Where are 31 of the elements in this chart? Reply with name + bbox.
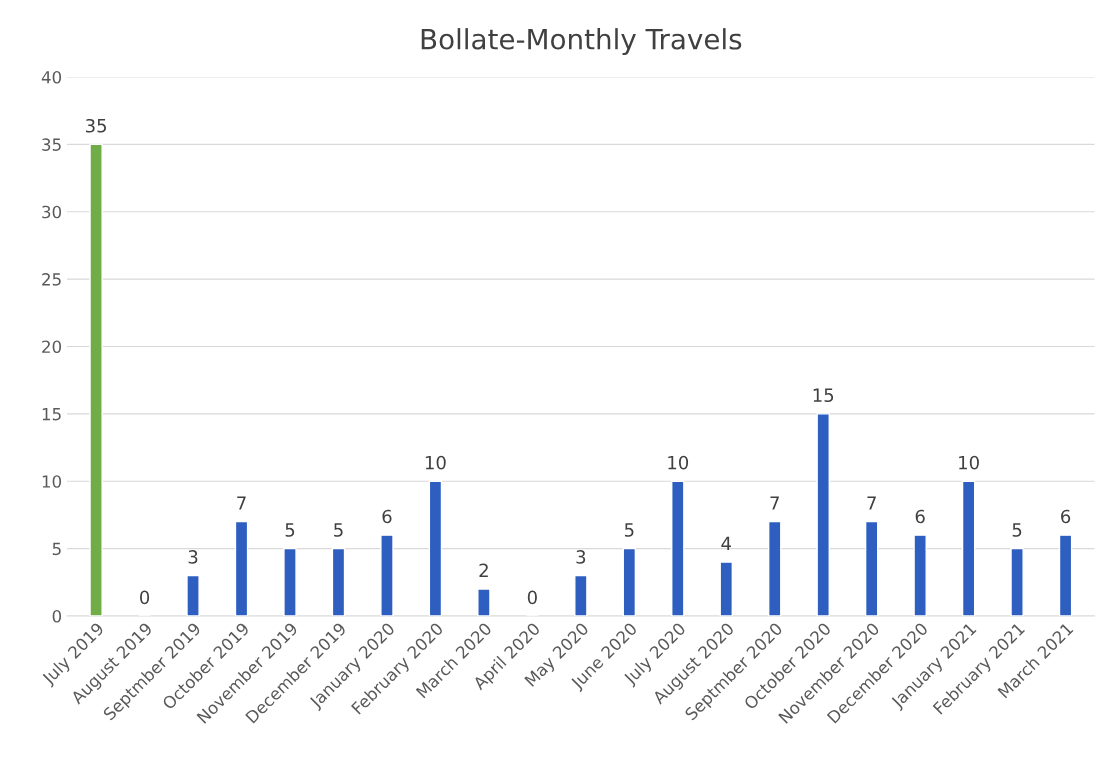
data-label: 5 (334, 523, 343, 537)
data-label: 35 (85, 118, 107, 133)
data-label: 6 (915, 509, 925, 524)
data-label: 10 (425, 455, 446, 470)
data-label: 3 (576, 550, 586, 564)
data-label: 15 (813, 388, 834, 403)
y-tick-label: 5 (52, 542, 61, 556)
data-label: 4 (721, 536, 731, 551)
data-label: 2 (479, 563, 488, 577)
data-label: 7 (770, 496, 779, 510)
data-label: 6 (1061, 509, 1071, 524)
y-tick-label: 30 (42, 205, 62, 219)
data-label: 3 (188, 550, 198, 564)
data-label: 0 (527, 590, 537, 605)
y-tick-label: 0 (52, 609, 62, 623)
y-tick-label: 35 (42, 138, 61, 151)
data-label: 10 (959, 455, 979, 470)
y-tick-label: 20 (42, 340, 62, 354)
data-label: 6 (382, 509, 392, 524)
y-tick-label: 10 (42, 475, 62, 488)
chart-title: Bollate-Monthly Travels (421, 28, 742, 55)
data-label: 7 (867, 496, 876, 510)
data-label: 7 (237, 496, 246, 510)
data-label: 10 (668, 455, 689, 470)
data-label: 5 (624, 523, 634, 537)
data-label: 0 (140, 590, 150, 605)
data-label: 5 (1012, 523, 1022, 537)
data-label: 5 (285, 523, 295, 537)
y-tick-label: 15 (42, 408, 61, 421)
y-tick-label: 25 (42, 273, 61, 286)
y-tick-label: 40 (41, 70, 62, 84)
